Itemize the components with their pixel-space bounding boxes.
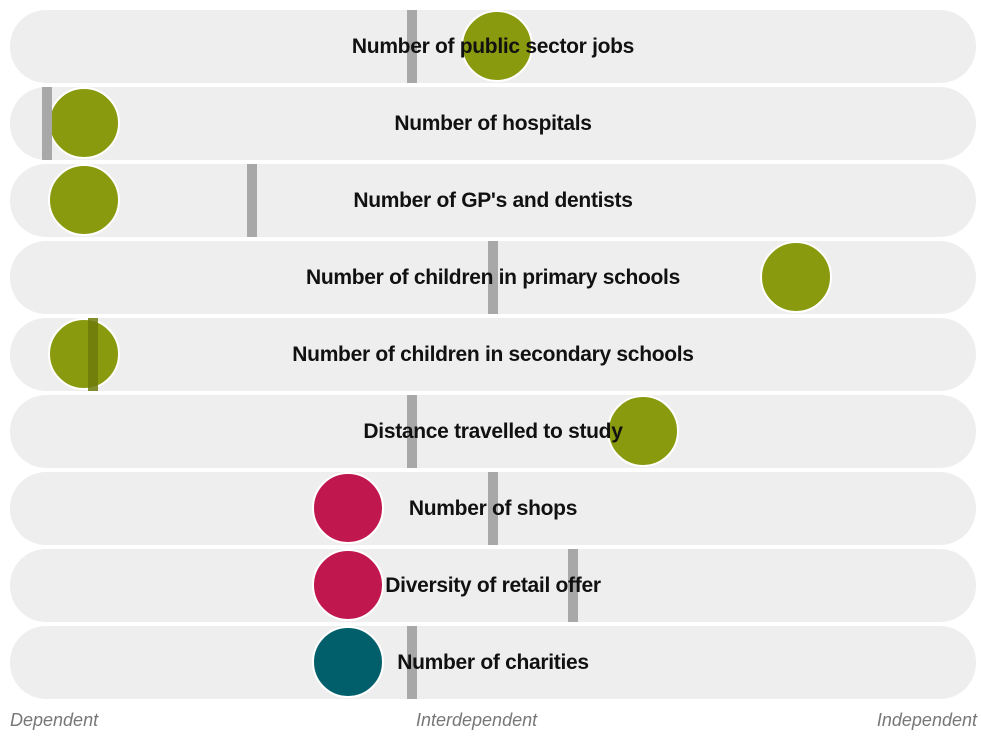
axis-label-independent: Independent xyxy=(876,710,977,730)
axis-label-dependent: Dependent xyxy=(10,710,99,730)
benchmark-bar xyxy=(568,549,579,622)
benchmark-bar xyxy=(247,164,258,237)
value-dot xyxy=(759,241,832,313)
value-dot xyxy=(47,318,120,390)
axis-label-interdependent: Interdependent xyxy=(416,710,538,730)
value-dot xyxy=(461,10,534,82)
benchmark-bar xyxy=(406,626,417,699)
value-dot xyxy=(47,164,120,236)
value-dot xyxy=(606,395,679,467)
chart-row: Diversity of retail offer xyxy=(10,549,976,622)
row-label: Diversity of retail offer xyxy=(385,574,601,597)
chart-row: Distance travelled to study xyxy=(10,395,976,468)
row-label: Number of hospitals xyxy=(394,112,592,135)
benchmark-bar xyxy=(488,241,498,314)
benchmark-bar xyxy=(41,87,52,160)
row-label: Number of children in secondary schools xyxy=(292,343,694,366)
row-label: Distance travelled to study xyxy=(363,420,623,443)
row-label: Number of GP's and dentists xyxy=(353,189,633,212)
chart-row: Number of GP's and dentists xyxy=(10,164,976,237)
benchmark-bar xyxy=(488,472,498,545)
benchmark-bar xyxy=(406,395,417,468)
chart-row: Number of shops xyxy=(10,472,976,545)
chart-row: Number of hospitals xyxy=(10,87,976,160)
chart-row: Number of children in secondary schools xyxy=(10,318,976,391)
value-dot xyxy=(311,626,384,698)
benchmark-bar xyxy=(406,10,417,83)
chart-row: Number of public sector jobs xyxy=(10,10,976,83)
chart-row: Number of charities xyxy=(10,626,976,699)
benchmark-bar xyxy=(88,318,99,391)
value-dot xyxy=(311,472,384,544)
value-dot xyxy=(311,549,384,621)
row-label: Number of charities xyxy=(397,651,589,674)
value-dot xyxy=(47,87,120,159)
chart-row: Number of children in primary schools xyxy=(10,241,976,314)
